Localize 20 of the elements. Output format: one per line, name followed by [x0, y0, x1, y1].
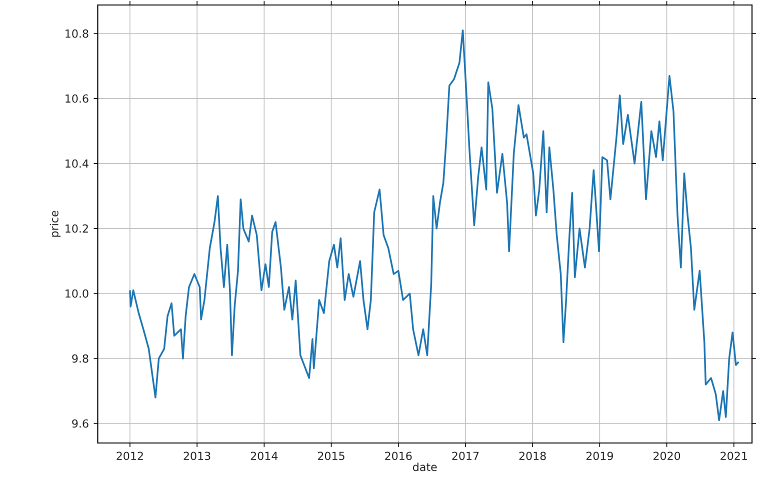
y-tick-label: 10.8 — [66, 29, 88, 38]
x-tick-label: 2015 — [318, 452, 344, 460]
x-axis-title: date — [413, 462, 437, 472]
x-tick-label: 2019 — [586, 452, 613, 460]
y-tick-label: 10.4 — [66, 159, 88, 168]
x-tick-label: 2017 — [452, 452, 479, 460]
y-tick-label: 9.8 — [72, 354, 88, 363]
y-tick-label: 10.0 — [66, 289, 88, 298]
y-tick-label: 10.2 — [66, 224, 88, 233]
x-tick-label: 2021 — [720, 452, 747, 460]
x-tick-label: 2018 — [519, 452, 546, 460]
x-tick-label: 2014 — [250, 452, 278, 460]
x-tick-label: 2020 — [654, 452, 680, 460]
x-tick-label: 2013 — [184, 452, 210, 460]
x-tick-label: 2012 — [116, 452, 143, 460]
y-tick-label: 10.6 — [66, 94, 88, 103]
x-tick-label: 2016 — [385, 452, 412, 460]
line-series — [129, 29, 740, 422]
y-axis-title: price — [50, 210, 61, 237]
y-tick-label: 9.6 — [72, 419, 88, 428]
